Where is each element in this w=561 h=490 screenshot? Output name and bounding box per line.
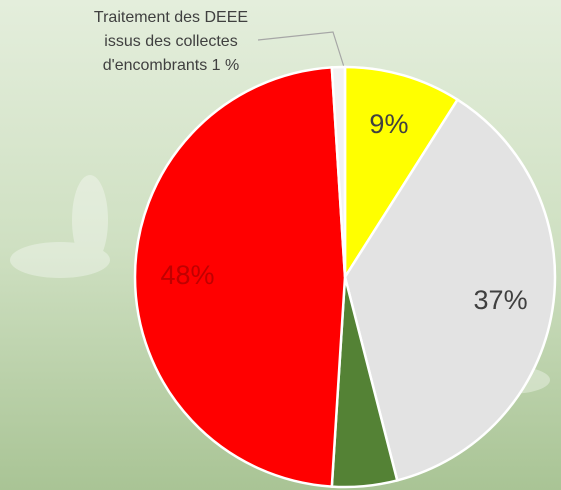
slice-label: 48% [160,260,214,290]
pie-slice [330,65,347,278]
slice-label: 9% [369,109,408,139]
pie-slice [343,65,460,282]
pie-slice [343,97,557,482]
pie-slice [133,66,347,488]
slice-label: 37% [474,285,528,315]
callout-line [257,31,345,68]
callout-label: Traitement des DEEE issus des collectes … [93,9,249,74]
